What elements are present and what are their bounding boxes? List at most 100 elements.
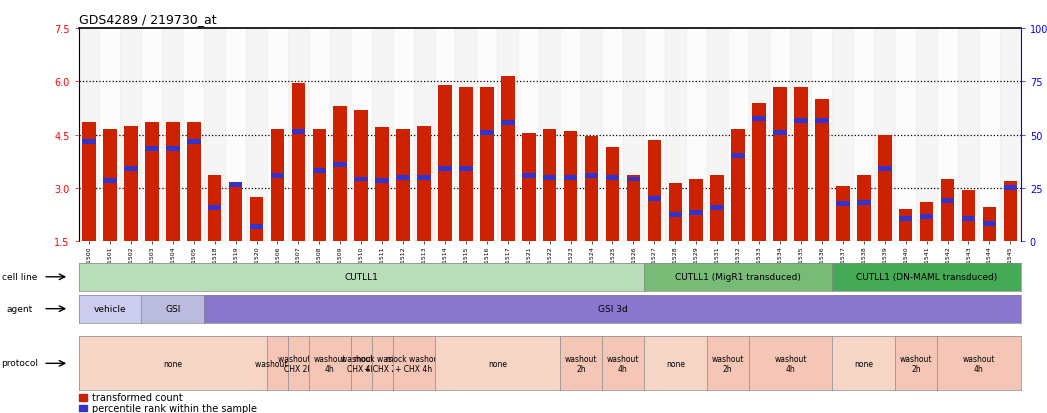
Bar [438,166,451,171]
Bar [354,177,369,182]
Bar [124,166,137,171]
Bar [811,29,832,242]
Bar [124,126,137,242]
Bar [186,140,200,145]
Bar [141,29,162,242]
Text: mock washout
+ CHX 2h: mock washout + CHX 2h [354,354,410,373]
Bar [623,29,644,242]
Bar [79,394,87,401]
Bar [832,29,853,242]
Bar [644,29,665,242]
Bar [958,29,979,242]
Bar [312,168,326,173]
Bar [267,29,288,242]
Bar [455,29,476,242]
Bar [877,135,891,242]
Text: mock washout
+ CHX 4h: mock washout + CHX 4h [385,354,442,373]
Bar [414,29,435,242]
Bar [581,29,602,242]
Bar [979,29,1000,242]
Bar [351,29,372,242]
Bar [270,130,284,242]
Bar [500,77,514,242]
Bar [815,100,828,242]
Text: washout +
CHX 2h: washout + CHX 2h [277,354,319,373]
Bar [396,175,409,180]
Bar [291,84,305,242]
Bar [731,130,744,242]
Text: transformed count: transformed count [92,392,182,403]
Bar [309,29,330,242]
Bar [183,29,204,242]
Bar [354,110,369,242]
Bar [563,175,577,180]
Bar [144,123,158,242]
Bar [626,177,640,182]
Bar [480,88,493,242]
Bar [438,85,451,242]
Bar [82,123,95,242]
Bar [165,123,179,242]
Bar [1003,181,1017,242]
Bar [521,173,535,178]
Text: GSI 3d: GSI 3d [598,304,627,313]
Bar [647,197,662,202]
Bar [480,131,493,136]
Text: washout
4h: washout 4h [606,354,640,373]
Bar [752,103,765,242]
Bar [542,175,556,180]
Bar [605,148,619,242]
Bar [542,130,556,242]
Bar [103,130,116,242]
Bar [982,221,996,226]
Bar [165,147,179,152]
Text: washout
2h: washout 2h [711,354,744,373]
Bar [435,29,455,242]
Bar [749,29,770,242]
Bar [815,119,828,123]
Text: washout
4h: washout 4h [774,354,807,373]
Text: protocol: protocol [1,358,38,367]
Bar [270,173,284,178]
Bar [689,211,703,216]
Bar [333,163,347,168]
Text: none: none [854,359,873,368]
Bar [707,29,728,242]
Bar [79,405,87,411]
Bar [836,202,849,207]
Bar [120,29,141,242]
Bar [937,29,958,242]
Bar [584,137,598,242]
Bar [940,180,954,242]
Bar [207,176,221,242]
Bar [417,126,430,242]
Bar [99,29,120,242]
Bar [647,140,662,242]
Text: vehicle: vehicle [93,304,127,313]
Bar [459,88,472,242]
Bar [584,173,598,178]
Bar [521,133,535,242]
Bar [228,185,242,242]
Bar [898,210,912,242]
Bar [249,225,263,230]
Bar [731,154,744,159]
Bar [940,198,954,203]
Bar [874,29,895,242]
Bar [204,29,225,242]
Bar [794,119,807,123]
Bar [919,214,933,219]
Bar [246,29,267,242]
Bar [563,132,577,242]
Bar [375,179,388,184]
Bar [602,29,623,242]
Bar [961,216,975,221]
Text: none: none [666,359,685,368]
Text: cell line: cell line [2,272,38,281]
Bar [794,88,807,242]
Bar [836,187,849,242]
Bar [417,175,430,180]
Text: CUTLL1 (DN-MAML transduced): CUTLL1 (DN-MAML transduced) [856,273,997,282]
Bar [372,29,393,242]
Bar [330,29,351,242]
